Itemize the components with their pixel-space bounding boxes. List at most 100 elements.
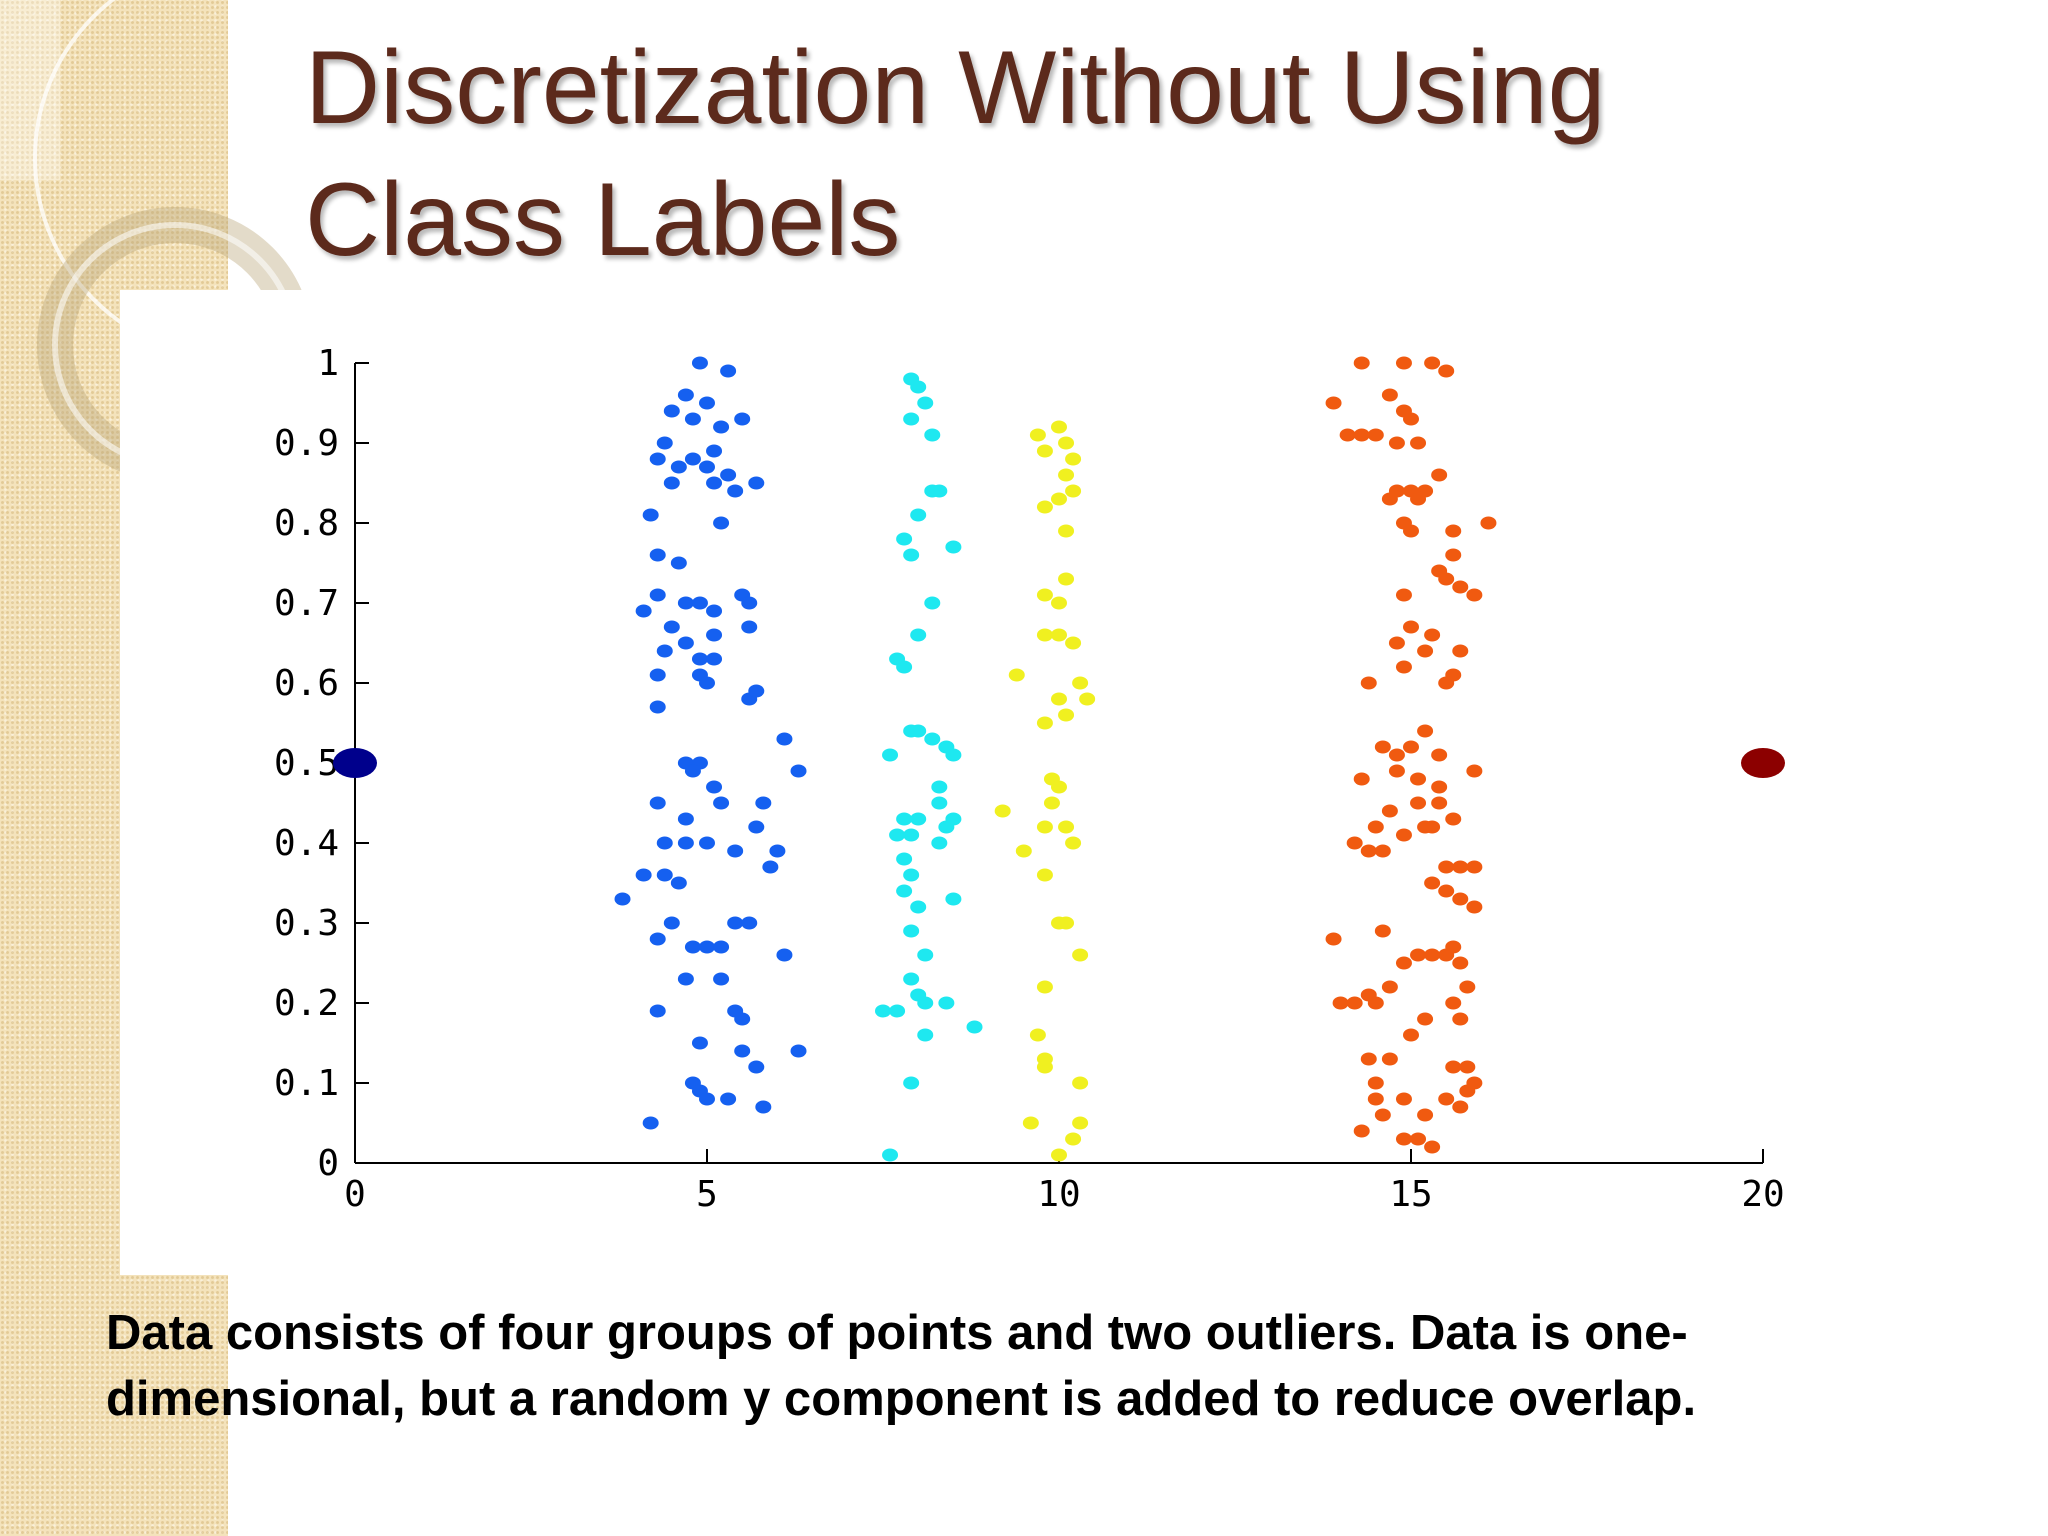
data-point-group-4 <box>1367 1076 1384 1090</box>
data-point-group-2 <box>903 972 920 986</box>
data-point-group-1 <box>727 844 744 858</box>
data-point-group-4 <box>1388 436 1405 450</box>
data-point-group-1 <box>677 636 694 650</box>
data-point-group-4 <box>1360 676 1377 690</box>
data-point-group-4 <box>1466 588 1483 602</box>
data-point-group-1 <box>670 556 687 570</box>
data-point-group-3 <box>1051 596 1067 610</box>
data-point-group-1 <box>762 860 779 874</box>
data-point-group-4 <box>1431 796 1448 810</box>
data-point-group-1 <box>734 1044 751 1058</box>
y-tick-label: 1 <box>317 343 339 384</box>
data-point-group-4 <box>1438 364 1455 378</box>
data-point-group-4 <box>1438 884 1455 898</box>
data-point-group-2 <box>910 724 927 738</box>
data-point-group-1 <box>720 1092 737 1106</box>
data-point-group-2 <box>917 396 934 410</box>
data-point-group-2 <box>875 1004 891 1018</box>
data-point-group-1 <box>691 652 708 666</box>
y-tick-label: 0.9 <box>274 423 339 464</box>
data-point-group-2 <box>924 484 941 498</box>
data-point-group-4 <box>1410 1132 1427 1146</box>
data-point-group-1 <box>790 1044 807 1058</box>
data-point-group-4 <box>1466 860 1483 874</box>
data-point-group-1 <box>769 844 786 858</box>
data-point-group-1 <box>748 476 765 490</box>
outlier-point <box>333 748 377 778</box>
data-point-group-2 <box>896 884 913 898</box>
data-point-group-2 <box>945 748 962 762</box>
data-point-group-1 <box>699 1092 715 1106</box>
data-point-group-4 <box>1388 636 1405 650</box>
data-point-group-4 <box>1395 1092 1412 1106</box>
caption-line-1: Data consists of four groups of points a… <box>106 1306 1688 1360</box>
slide-title-line-2: Class Labels <box>305 162 901 278</box>
data-point-group-4 <box>1360 844 1377 858</box>
data-point-group-2 <box>903 548 920 562</box>
data-point-group-1 <box>748 684 765 698</box>
data-point-group-4 <box>1445 524 1462 538</box>
data-point-group-4 <box>1417 1012 1434 1026</box>
y-tick-label: 0.5 <box>274 743 339 784</box>
data-point-group-2 <box>924 428 941 442</box>
data-point-group-3 <box>1036 1060 1053 1074</box>
data-point-group-4 <box>1410 948 1427 962</box>
data-point-group-3 <box>1036 444 1053 458</box>
data-point-group-4 <box>1424 948 1441 962</box>
y-tick-label: 0.8 <box>274 503 339 544</box>
data-point-group-1 <box>755 1100 772 1114</box>
data-point-group-4 <box>1395 828 1412 842</box>
data-point-group-1 <box>670 876 687 890</box>
data-point-group-4 <box>1459 1084 1476 1098</box>
data-point-group-1 <box>706 476 723 490</box>
y-tick-label: 0.3 <box>274 903 339 944</box>
data-point-group-1 <box>755 796 772 810</box>
data-point-group-4 <box>1410 796 1427 810</box>
data-point-group-2 <box>945 812 962 826</box>
data-point-group-3 <box>1058 572 1075 586</box>
data-point-group-3 <box>1065 452 1082 466</box>
data-point-group-3 <box>1051 420 1067 434</box>
data-point-group-4 <box>1346 836 1363 850</box>
data-point-group-4 <box>1438 860 1455 874</box>
data-point-group-4 <box>1480 516 1497 530</box>
data-point-group-4 <box>1360 988 1377 1002</box>
data-point-group-2 <box>889 828 906 842</box>
data-point-group-4 <box>1424 356 1441 370</box>
data-point-group-1 <box>684 940 701 954</box>
data-point-group-4 <box>1388 748 1405 762</box>
data-point-group-4 <box>1403 620 1419 634</box>
data-point-group-3 <box>1051 628 1067 642</box>
data-point-group-2 <box>924 596 941 610</box>
data-point-group-3 <box>1065 836 1082 850</box>
data-point-group-1 <box>649 932 666 946</box>
data-point-group-4 <box>1367 820 1384 834</box>
data-point-group-1 <box>713 796 730 810</box>
data-point-group-2 <box>945 540 962 554</box>
data-point-group-1 <box>684 452 701 466</box>
data-point-group-4 <box>1445 668 1462 682</box>
data-point-group-1 <box>635 604 652 618</box>
y-tick-label: 0.6 <box>274 663 339 704</box>
data-point-group-1 <box>713 516 730 530</box>
data-point-group-1 <box>691 1036 708 1050</box>
x-tick-label: 0 <box>344 1174 366 1215</box>
data-point-group-4 <box>1438 572 1455 586</box>
y-tick-label: 0 <box>317 1143 339 1184</box>
data-point-group-1 <box>670 460 687 474</box>
data-point-group-3 <box>1065 636 1082 650</box>
data-point-group-3 <box>1079 692 1096 706</box>
data-point-group-4 <box>1381 492 1398 506</box>
data-point-group-4 <box>1452 892 1469 906</box>
data-point-group-1 <box>734 1012 751 1026</box>
data-point-group-1 <box>706 780 723 794</box>
data-point-group-2 <box>938 996 955 1010</box>
data-point-group-4 <box>1452 580 1469 594</box>
data-point-group-3 <box>1058 916 1075 930</box>
data-point-group-3 <box>1072 1116 1089 1130</box>
data-point-group-4 <box>1395 660 1412 674</box>
data-point-group-4 <box>1332 996 1349 1010</box>
data-point-group-1 <box>677 836 694 850</box>
data-point-group-2 <box>917 1028 934 1042</box>
data-point-group-4 <box>1424 1140 1441 1154</box>
